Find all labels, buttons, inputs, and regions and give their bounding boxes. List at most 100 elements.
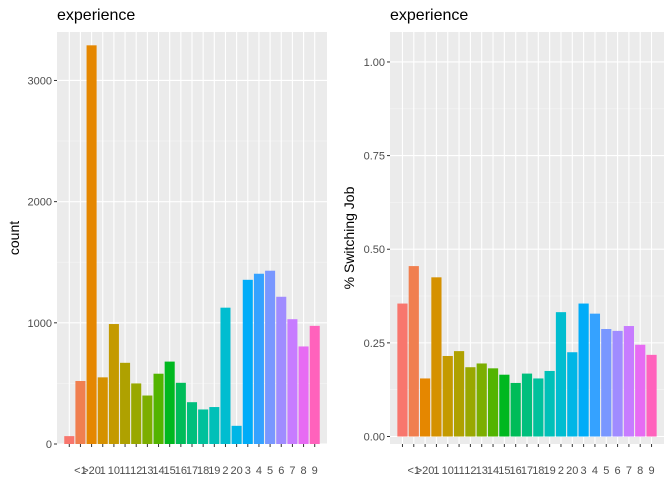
- bar-1: [431, 277, 442, 437]
- chart-svg-1: experience 0.00 0.25 0.50 0.75 1.00 <1>201 10 11…: [341, 7, 664, 477]
- bar-16: [175, 382, 186, 444]
- x-tick-label: 5: [267, 465, 273, 477]
- chart-title: experience: [57, 7, 135, 24]
- x-tick-label: 9: [648, 465, 654, 477]
- x-tick-label: 13: [476, 465, 488, 477]
- bar-4: [589, 313, 601, 437]
- x-tick-label: 2: [558, 465, 564, 477]
- y-tick-label: 1.00: [364, 57, 385, 69]
- x-tick-label: 10: [442, 465, 454, 477]
- x-tick-label: 17: [186, 465, 198, 477]
- bar-14: [487, 368, 499, 437]
- bar-10: [108, 324, 119, 444]
- x-tick-label: 20: [566, 465, 578, 477]
- x-tick-label: 11: [119, 465, 130, 477]
- x-tick-label: 14: [152, 465, 164, 477]
- x-tick-label: 17: [521, 465, 533, 477]
- bar-19: [544, 370, 555, 437]
- x-tick-label: 7: [626, 465, 632, 477]
- bar-12: [131, 383, 142, 444]
- bar->20: [420, 378, 431, 437]
- x-tick-label: 7: [289, 465, 295, 477]
- x-tick-label: 19: [544, 465, 556, 477]
- x-tick-label: 18: [532, 465, 544, 477]
- bar-<1: [408, 266, 419, 437]
- bar-16: [510, 382, 521, 437]
- bar-8: [635, 344, 646, 437]
- bar-10: [442, 355, 453, 437]
- x-tick-label: 14: [487, 465, 499, 477]
- bar-blank: [64, 436, 75, 444]
- y-tick-label: 0.25: [364, 338, 385, 350]
- x-tick-label: 15: [498, 465, 510, 477]
- x-tick-label: 13: [141, 465, 153, 477]
- bar-20: [567, 352, 578, 437]
- chart-title: experience: [390, 7, 468, 24]
- x-tick-label: 4: [592, 465, 598, 477]
- x-tick-label: 6: [615, 465, 621, 477]
- x-tick-label: 3: [245, 465, 251, 477]
- x-tick-label: 8: [301, 465, 307, 477]
- x-tick-label: 6: [278, 465, 284, 477]
- bar-2: [220, 307, 231, 444]
- bar-18: [198, 409, 209, 444]
- bar-15: [164, 361, 175, 444]
- bar-1: [97, 377, 108, 444]
- y-tick-label: 0: [46, 439, 52, 451]
- y-axis-title: count: [6, 221, 22, 255]
- bar-14: [153, 373, 164, 444]
- x-tick-label: 8: [637, 465, 643, 477]
- bar-15: [499, 374, 510, 437]
- bar-13: [142, 395, 153, 444]
- x-tick-label: >20: [82, 465, 101, 477]
- bar->20: [86, 45, 97, 445]
- bar-11: [453, 351, 465, 437]
- x-tick-label: 16: [510, 465, 522, 477]
- x-tick-label: 2: [222, 465, 228, 477]
- bar-6: [276, 296, 287, 444]
- x-tick-label: 11: [453, 465, 464, 477]
- switching-job-bar-chart: experience 0.00 0.25 0.50 0.75 1.00 <1 >20 1 10 11…: [336, 0, 672, 480]
- y-tick-label: 2000: [28, 197, 52, 209]
- x-tick-label: 3: [581, 465, 587, 477]
- bar-11: [120, 362, 131, 444]
- x-tick-label: 1: [100, 465, 106, 477]
- bar-blank: [397, 303, 408, 437]
- count-bar-chart: experience 0 1000 2000 3000 <1 >20 1 10 11 12 13 14 1…: [6, 7, 327, 477]
- x-tick-label: 12: [464, 465, 476, 477]
- bar-9: [646, 354, 657, 437]
- bar-20: [231, 425, 242, 444]
- x-tick-label: <1: [74, 465, 87, 477]
- bar-4: [253, 273, 264, 444]
- bar-5: [601, 329, 612, 437]
- bar-12: [465, 367, 476, 437]
- bar-18: [533, 378, 544, 437]
- x-tick-label: <1: [408, 465, 421, 477]
- bar-6: [612, 330, 623, 437]
- bar-13: [476, 363, 487, 437]
- bar-8: [298, 346, 309, 444]
- bar-5: [265, 270, 276, 444]
- x-tick-label: 16: [175, 465, 187, 477]
- x-tick-label: 10: [108, 465, 120, 477]
- x-tick-label: >20: [416, 465, 435, 477]
- x-tick-label: 18: [197, 465, 209, 477]
- bar-19: [209, 407, 220, 444]
- y-tick-label: 3000: [28, 75, 52, 87]
- bar-7: [623, 326, 634, 437]
- bar-3: [242, 279, 253, 444]
- x-tick-label: 4: [256, 465, 262, 477]
- x-tick-label: 15: [164, 465, 176, 477]
- x-tick-label: 5: [603, 465, 609, 477]
- bar-7: [287, 319, 298, 444]
- x-tick-label: 12: [130, 465, 142, 477]
- y-axis-title: % Switching Job: [341, 186, 357, 289]
- y-tick-label: 0.75: [364, 151, 385, 163]
- x-tick-label: 9: [312, 465, 318, 477]
- x-tick-label: 1: [433, 465, 439, 477]
- y-tick-label: 0.00: [364, 432, 385, 444]
- bar-3: [578, 303, 589, 437]
- bar-2: [555, 312, 567, 437]
- x-tick-label: 20: [231, 465, 243, 477]
